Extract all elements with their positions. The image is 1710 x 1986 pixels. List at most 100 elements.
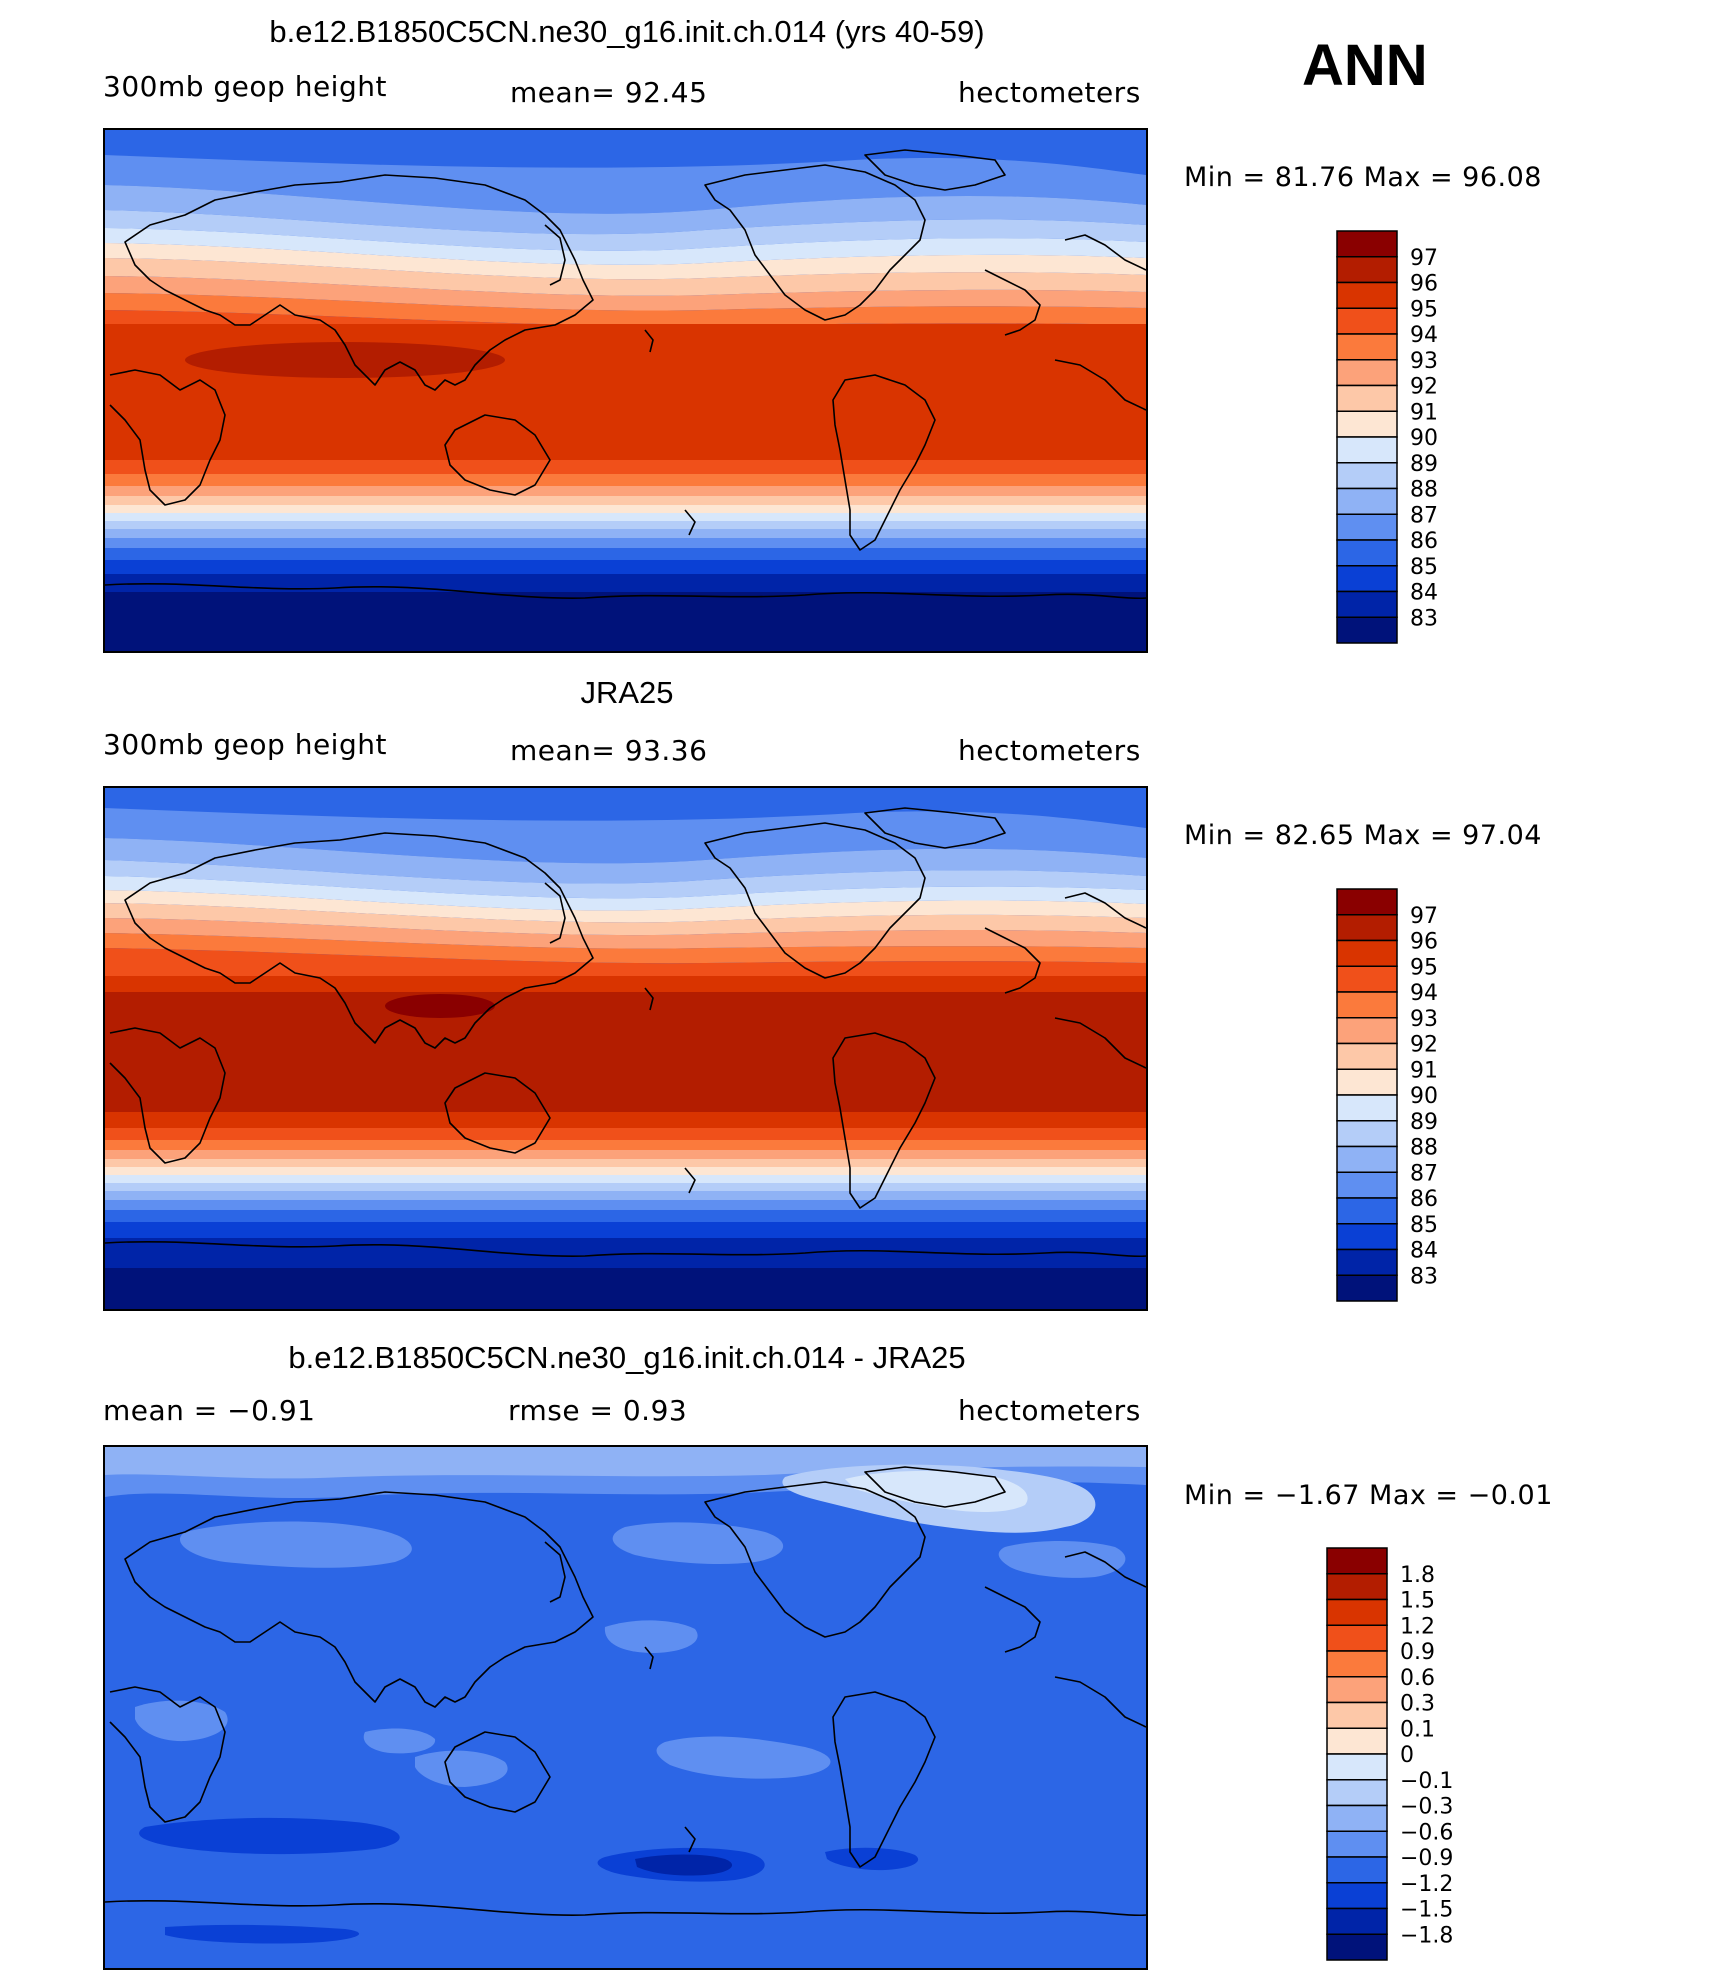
colorbar-swatch: [1326, 1779, 1388, 1807]
colorbar-label: 89: [1410, 1110, 1438, 1135]
colorbar-label: 87: [1410, 1161, 1438, 1186]
colorbar-swatch: [1336, 939, 1398, 967]
panel-2-map: [103, 786, 1148, 1311]
panel-1-variable-label: 300mb geop height: [103, 70, 387, 103]
colorbar-swatch: [1336, 590, 1398, 618]
colorbar-swatch: [1326, 1907, 1388, 1935]
colorbar-swatch: [1336, 256, 1398, 284]
colorbar-label: 91: [1410, 1058, 1438, 1083]
colorbar-label: −0.1: [1400, 1769, 1453, 1794]
panel-3-coastlines: [105, 1466, 1146, 1917]
colorbar-swatch: [1336, 1017, 1398, 1045]
colorbar-label: 0.3: [1400, 1692, 1435, 1717]
colorbar-swatch: [1326, 1547, 1388, 1575]
panel-1-map: [103, 128, 1148, 653]
panel-2-units-label: hectometers: [958, 734, 1141, 767]
colorbar-swatch: [1336, 281, 1398, 309]
colorbar-swatch: [1326, 1727, 1388, 1755]
colorbar-swatch: [1326, 1676, 1388, 1704]
panel-1-colorbar: 97 96 95 94 93 92 91 90 89 88 87 86 85 84 83: [1336, 230, 1476, 644]
colorbar-swatch: [1326, 1701, 1388, 1729]
colorbar-swatch: [1336, 333, 1398, 361]
colorbar-swatch: [1336, 307, 1398, 335]
colorbar-swatch: [1336, 1145, 1398, 1173]
colorbar-swatch: [1326, 1856, 1388, 1884]
colorbar-swatch: [1336, 914, 1398, 942]
colorbar-label: 88: [1410, 478, 1438, 503]
colorbar-label: 1.2: [1400, 1614, 1435, 1639]
colorbar-label: 97: [1410, 904, 1438, 929]
colorbar-swatch: [1336, 230, 1398, 258]
colorbar-swatch: [1336, 359, 1398, 387]
colorbar-label: 96: [1410, 930, 1438, 955]
colorbar-label: 96: [1410, 272, 1438, 297]
colorbar-label: 97: [1410, 246, 1438, 271]
colorbar-swatch: [1336, 1274, 1398, 1302]
colorbar-swatch: [1336, 1042, 1398, 1070]
colorbar-swatch: [1336, 1223, 1398, 1251]
colorbar-swatch: [1336, 1068, 1398, 1096]
colorbar-swatch: [1326, 1573, 1388, 1601]
colorbar-label: 90: [1410, 1084, 1438, 1109]
panel-3-mean-label: mean = −0.91: [103, 1394, 316, 1427]
panel-2-variable-label: 300mb geop height: [103, 728, 387, 761]
colorbar-swatch: [1336, 487, 1398, 515]
colorbar-swatch: [1336, 1120, 1398, 1148]
panel-3-colorbar: 1.8 1.5 1.2 0.9 0.6 0.3 0.1 0 −0.1 −0.3 −0.6 −0.9 −1…: [1326, 1547, 1476, 1961]
colorbar-label: −0.9: [1400, 1846, 1453, 1871]
colorbar-label: 0: [1400, 1743, 1414, 1768]
colorbar-label: −0.3: [1400, 1795, 1453, 1820]
colorbar-label: −1.2: [1400, 1872, 1453, 1897]
colorbar-label: 0.1: [1400, 1717, 1435, 1742]
colorbar-swatch: [1336, 888, 1398, 916]
colorbar-label: 1.5: [1400, 1589, 1435, 1614]
panel-1-title: b.e12.B1850C5CN.ne30_g16.init.ch.014 (yr…: [269, 14, 985, 49]
colorbar-swatch: [1336, 616, 1398, 644]
colorbar-swatch: [1336, 1171, 1398, 1199]
colorbar-swatch: [1336, 436, 1398, 464]
colorbar-swatch: [1326, 1624, 1388, 1652]
colorbar-label: 94: [1410, 981, 1438, 1006]
panel-2-colorbar: 97 96 95 94 93 92 91 90 89 88 87 86 85 84 83: [1336, 888, 1476, 1302]
colorbar-label: 83: [1410, 606, 1438, 631]
colorbar-swatch: [1326, 1753, 1388, 1781]
colorbar-label: 95: [1410, 955, 1438, 980]
panel-3-units-label: hectometers: [958, 1394, 1141, 1427]
colorbar-label: 91: [1410, 400, 1438, 425]
panel-2-title: JRA25: [580, 675, 674, 710]
colorbar-swatch: [1336, 991, 1398, 1019]
colorbar-label: 0.9: [1400, 1640, 1435, 1665]
panel-3-title: b.e12.B1850C5CN.ne30_g16.init.ch.014 - J…: [288, 1340, 966, 1375]
colorbar-swatch: [1326, 1830, 1388, 1858]
panel-3-minmax: Min = −1.67 Max = −0.01: [1184, 1480, 1553, 1511]
colorbar-label: 85: [1410, 555, 1438, 580]
colorbar-label: 93: [1410, 1007, 1438, 1032]
panel-3-field: [105, 1447, 1146, 1968]
panel-2-field: [105, 788, 1146, 1309]
panel-3-map: [103, 1445, 1148, 1970]
colorbar-swatch: [1336, 1197, 1398, 1225]
colorbar-swatch: [1326, 1598, 1388, 1626]
panel-1-units-label: hectometers: [958, 76, 1141, 109]
panel-1-mean-label: mean= 92.45: [510, 76, 708, 109]
colorbar-label: 92: [1410, 1033, 1438, 1058]
colorbar-swatch: [1336, 565, 1398, 593]
colorbar-swatch: [1326, 1650, 1388, 1678]
panel-1-field: [105, 130, 1146, 651]
colorbar-label: 85: [1410, 1213, 1438, 1238]
season-label: ANN: [1302, 33, 1428, 98]
colorbar-swatch: [1336, 462, 1398, 490]
colorbar-swatch: [1336, 1248, 1398, 1276]
colorbar-label: −0.6: [1400, 1820, 1453, 1845]
colorbar-swatch: [1336, 965, 1398, 993]
colorbar-swatch: [1336, 384, 1398, 412]
panel-2-mean-label: mean= 93.36: [510, 734, 708, 767]
colorbar-swatch: [1336, 539, 1398, 567]
colorbar-label: 0.6: [1400, 1666, 1435, 1691]
colorbar-swatch: [1336, 513, 1398, 541]
colorbar-label: 87: [1410, 503, 1438, 528]
colorbar-label: −1.5: [1400, 1898, 1453, 1923]
colorbar-label: 94: [1410, 323, 1438, 348]
colorbar-label: 84: [1410, 1239, 1438, 1264]
colorbar-label: 95: [1410, 297, 1438, 322]
